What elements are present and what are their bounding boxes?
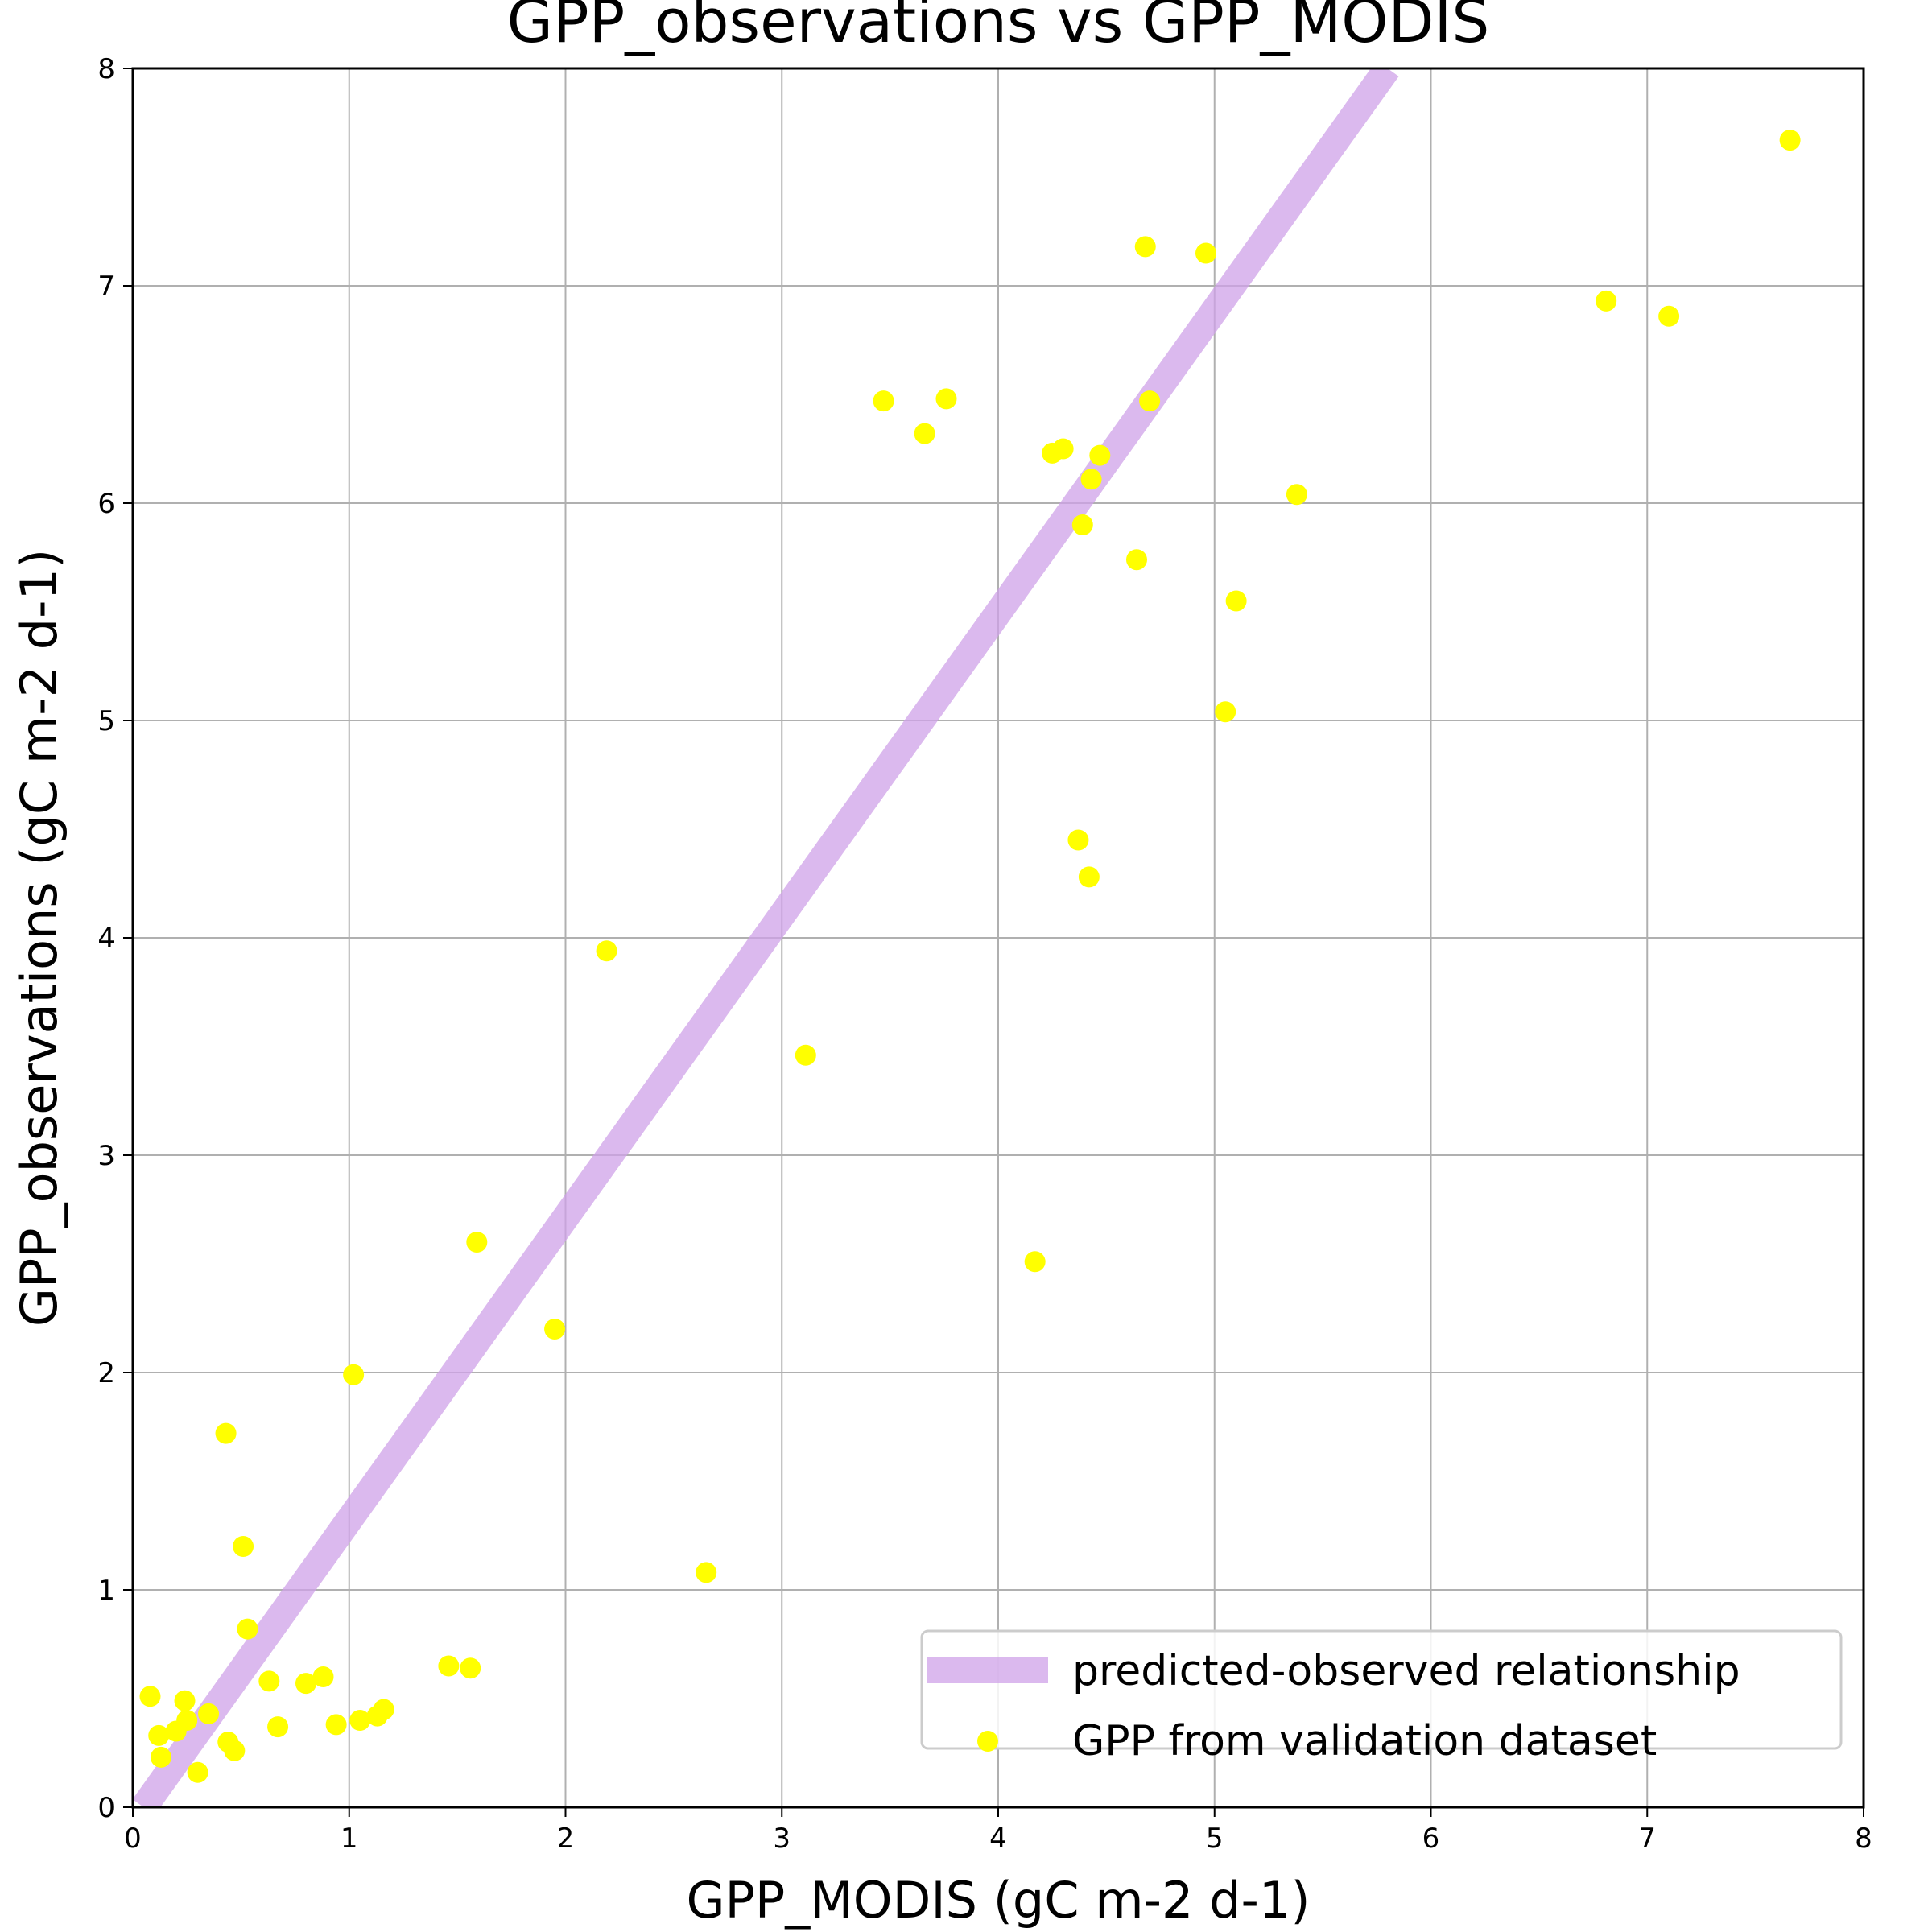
y-tick-label: 2 [97,1357,115,1389]
data-point [596,940,617,962]
data-point [1071,514,1093,535]
legend: predicted-observed relationship GPP from… [920,1629,1843,1765]
y-tick-label: 0 [97,1792,115,1824]
data-point [1067,829,1089,851]
data-point [914,423,935,444]
data-point [343,1364,365,1385]
data-point [295,1673,316,1695]
data-point [1134,236,1156,258]
x-tick-label: 2 [557,1823,575,1855]
y-tick-label: 8 [97,53,115,85]
data-point [373,1699,394,1720]
x-axis-label: GPP_MODIS (gC m-2 d-1) [686,1871,1310,1930]
data-point [312,1666,334,1687]
data-point [1779,130,1801,151]
x-tick-label: 6 [1422,1823,1440,1855]
data-point [696,1562,717,1583]
legend-box [920,1629,1843,1750]
data-point [215,1422,237,1444]
y-tick-label: 3 [97,1140,115,1172]
data-point [1195,242,1216,264]
data-point [139,1686,161,1707]
legend-point-swatch [977,1731,998,1752]
y-tick-label: 1 [97,1575,115,1607]
data-point [1658,305,1680,327]
x-tick-label: 4 [989,1823,1007,1855]
data-point [873,390,894,412]
y-tick-label: 6 [97,488,115,520]
legend-label-line: predicted-observed relationship [1072,1647,1740,1695]
data-point [1089,444,1111,466]
predicted-observed-line [133,68,1399,1807]
data-point [1126,549,1147,571]
data-point [1215,701,1236,723]
data-point [187,1761,208,1783]
data-point [237,1618,258,1640]
data-point [258,1670,280,1692]
data-point [174,1690,196,1711]
x-tick-label: 5 [1206,1823,1224,1855]
points-layer [139,130,1801,1783]
data-point [148,1724,170,1746]
y-tick-label: 4 [97,923,115,955]
data-point [1080,469,1102,490]
data-point [1286,484,1307,506]
data-point [1078,866,1100,888]
data-point [466,1232,488,1253]
data-point [267,1716,289,1738]
data-point [544,1319,566,1340]
y-tick-label: 7 [97,270,115,303]
data-point [233,1536,254,1557]
y-axis-ticks: 0 1 2 3 4 5 6 7 8 [97,53,133,1824]
data-point [935,388,957,410]
data-point [1225,590,1247,612]
data-point [349,1710,371,1731]
data-point [1596,290,1617,312]
chart-title: GPP_observations vs GPP_MODIS [507,0,1490,56]
x-axis-ticks: 0 1 2 3 4 5 6 7 8 [124,1807,1872,1855]
data-point [1139,390,1161,412]
legend-label-points: GPP from validation dataset [1072,1717,1657,1765]
data-point [325,1714,347,1736]
regression-line-layer [133,68,1399,1807]
grid [132,68,1864,1808]
x-tick-label: 8 [1855,1823,1872,1855]
x-tick-label: 0 [124,1823,142,1855]
y-axis-label: GPP_observations (gC m-2 d-1) [10,549,68,1327]
data-point [1052,438,1074,460]
data-point [1024,1251,1046,1273]
x-tick-label: 3 [773,1823,791,1855]
y-tick-label: 5 [97,705,115,737]
data-point [224,1740,246,1761]
x-tick-label: 1 [341,1823,358,1855]
data-point [795,1044,816,1066]
x-tick-label: 7 [1638,1823,1656,1855]
data-point [176,1710,198,1731]
data-point [438,1655,460,1677]
data-point [150,1746,171,1768]
data-point [198,1703,220,1724]
data-point [460,1657,481,1679]
